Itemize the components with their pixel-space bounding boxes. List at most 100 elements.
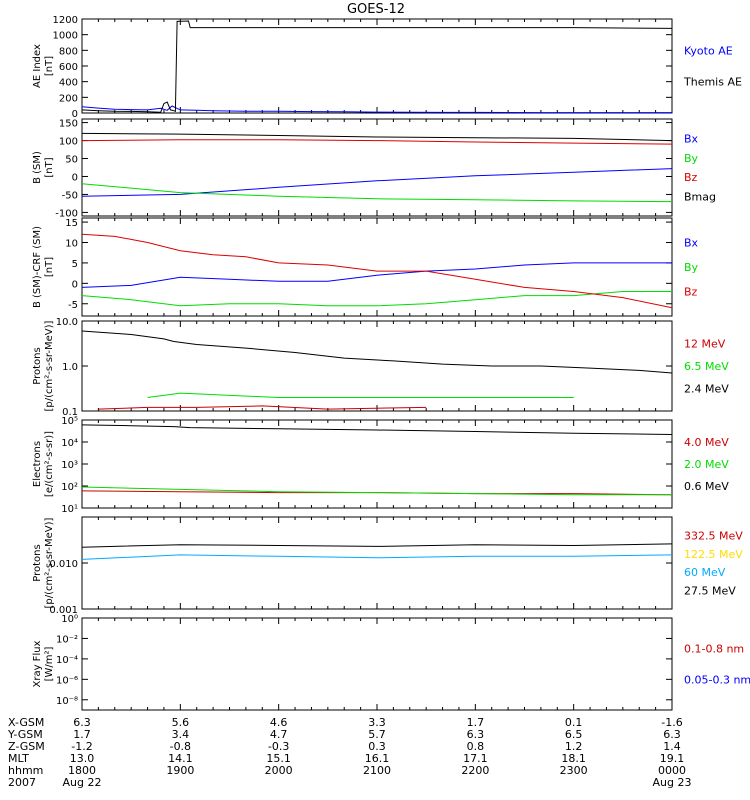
footer-value: 13.0 — [70, 752, 95, 765]
y-tick-label: 400 — [59, 78, 78, 89]
panel-1: 0 200 400 600 800 1000 1200 AE Index [nT] Kyoto A… — [32, 15, 742, 120]
y-axis-label: [nT] — [44, 56, 55, 76]
series-line — [81, 486, 672, 496]
series-line — [81, 105, 672, 114]
legend-entry: 4.0 MeV — [684, 436, 729, 449]
y-axis-label: Protons — [32, 347, 43, 384]
footer-value: 2100 — [363, 764, 391, 777]
legend-entry: 2.4 MeV — [684, 383, 729, 396]
series-line — [81, 262, 672, 288]
legend-entry: Bx — [684, 132, 699, 145]
legend-entry: 0.1-0.8 nm — [684, 643, 744, 656]
footer-value: 1.4 — [663, 740, 681, 753]
legend-entry: 0.6 MeV — [684, 480, 729, 493]
panel-3: -5 0 5 10 15 B (SM)-CRF (SM) [nT] Bx By Bz — [32, 217, 699, 317]
panel-6: 0.001 0.010 Protons [p/(cm²-s-sr-MeV)] 332.5… — [32, 516, 743, 616]
legend-entry: Bz — [684, 286, 698, 299]
footer-value: 5.7 — [368, 728, 386, 741]
y-tick-label: 0 — [72, 279, 78, 290]
panel-5: 10¹ 10² 10³ 10⁴ 10⁵ Electrons [e/(cm²-s-sr)] 4.… — [32, 416, 729, 515]
footer-label: Y-GSM — [7, 728, 43, 741]
panel-frame — [81, 617, 673, 711]
footer-value: 0.3 — [368, 740, 386, 753]
y-tick-label: 10⁻⁶ — [56, 675, 78, 686]
y-tick-label: 10³ — [61, 460, 78, 471]
legend-entry: 0.05-0.3 nm — [684, 673, 750, 686]
y-axis-label: [W/m²] — [44, 646, 55, 681]
ephemeris-table: X-GSM 6.3 5.6 4.6 3.3 1.7 0.1 -1.6 Y-GSM 1.7 3.4 4.… — [7, 716, 691, 789]
footer-value: Aug 22 — [63, 776, 102, 789]
footer-value: 16.1 — [365, 752, 390, 765]
footer-value: 1.7 — [73, 728, 91, 741]
y-axis-label: B (SM) — [32, 151, 43, 184]
y-tick-label: 10¹ — [61, 504, 78, 515]
footer-value: 18.1 — [561, 752, 586, 765]
footer-label: Z-GSM — [8, 740, 45, 753]
y-tick-label: 0.001 — [49, 605, 78, 616]
y-axis-label: [p/(cm²-s-sr-MeV)] — [44, 320, 55, 411]
y-tick-label: 600 — [59, 62, 78, 73]
y-axis-label: [nT] — [44, 157, 55, 177]
legend-entry: Themis AE — [683, 76, 742, 89]
legend-entry: Bz — [684, 171, 698, 184]
footer-value: 0.1 — [565, 716, 583, 729]
footer-value: 2000 — [265, 764, 293, 777]
y-tick-label: 10⁻⁸ — [56, 696, 78, 707]
y-tick-label: 0 — [72, 172, 78, 183]
series-line — [81, 233, 673, 309]
panel-7: 10⁻⁸ 10⁻⁶ 10⁻⁴ 10⁻² 10⁰ Xray Flux [W/m²] 0.1-0.… — [32, 614, 750, 711]
y-tick-label: 0.010 — [49, 559, 78, 570]
footer-value: Aug 23 — [653, 776, 692, 789]
y-tick-label: 1.0 — [62, 362, 78, 373]
y-axis-label: B (SM)-CRF (SM) — [32, 226, 43, 308]
legend-entry: 2.0 MeV — [684, 458, 729, 471]
legend-entry: By — [684, 152, 699, 165]
y-tick-label: -5 — [68, 300, 78, 311]
legend-entry: 332.5 MeV — [684, 529, 743, 542]
footer-value: -0.3 — [268, 740, 289, 753]
y-axis-label: AE Index — [32, 44, 43, 88]
footer-value: 1.7 — [467, 716, 485, 729]
series-line — [81, 168, 673, 197]
footer-value: -1.6 — [661, 716, 682, 729]
footer-value: 4.6 — [270, 716, 288, 729]
footer-label: hhmm — [8, 764, 43, 777]
series-line — [81, 183, 673, 203]
y-tick-label: 10⁰ — [61, 614, 78, 625]
y-tick-label: 10⁵ — [61, 416, 78, 427]
series-line — [81, 20, 673, 113]
y-axis-label: Electrons — [32, 441, 43, 487]
series-line — [81, 554, 673, 560]
footer-value: 2300 — [560, 764, 588, 777]
y-axis-label: [nT] — [44, 257, 55, 277]
y-tick-label: 10.0 — [56, 317, 78, 328]
y-tick-label: 10⁴ — [61, 438, 78, 449]
y-tick-label: 100 — [59, 137, 78, 148]
panel-frame — [81, 217, 673, 317]
footer-value: 2200 — [461, 764, 489, 777]
footer-value: 6.3 — [73, 716, 91, 729]
footer-label: X-GSM — [8, 716, 44, 729]
panel-frame — [81, 18, 673, 114]
series-line — [81, 139, 673, 145]
y-axis-label: Xray Flux — [32, 640, 43, 687]
legend-entry: 12 MeV — [684, 338, 726, 351]
footer-value: -0.8 — [170, 740, 191, 753]
y-tick-label: -100 — [55, 208, 78, 219]
legend-entry: Bx — [684, 237, 699, 250]
y-tick-label: 10 — [65, 239, 78, 250]
y-axis-label: [e/(cm²-s-sr)] — [44, 431, 55, 497]
panel-2: -100 -50 0 50 100 150 B (SM) [nT] Bx By Bz Bmag — [32, 118, 716, 219]
series-line — [81, 543, 673, 548]
series-line — [81, 424, 673, 435]
legend-entry: 27.5 MeV — [684, 585, 736, 598]
legend-entry: Bmag — [684, 191, 716, 204]
y-tick-label: 10⁻² — [56, 634, 78, 645]
y-axis-label: Protons — [32, 544, 43, 581]
y-tick-label: 150 — [59, 119, 78, 130]
footer-value: 14.1 — [168, 752, 193, 765]
footer-value: 1.2 — [565, 740, 583, 753]
y-tick-label: 800 — [59, 46, 78, 57]
